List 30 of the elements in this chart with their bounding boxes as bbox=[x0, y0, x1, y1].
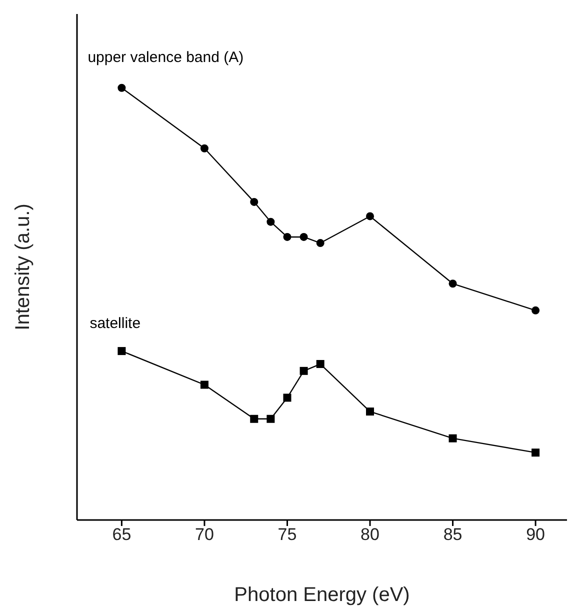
point bbox=[316, 239, 324, 248]
point bbox=[118, 84, 126, 92]
point bbox=[283, 394, 292, 402]
x-tick-label: 70 bbox=[195, 525, 214, 544]
y-axis-title: Intensity (a.u.) bbox=[12, 204, 34, 330]
text: upper valence band (A) bbox=[88, 48, 244, 66]
point bbox=[250, 414, 258, 423]
point bbox=[448, 280, 457, 288]
series-label: satellite bbox=[90, 315, 141, 332]
point bbox=[283, 232, 292, 241]
point bbox=[266, 414, 275, 423]
point bbox=[266, 218, 275, 226]
point bbox=[366, 212, 374, 220]
point bbox=[300, 366, 308, 375]
point bbox=[250, 198, 258, 206]
point bbox=[316, 360, 324, 368]
point bbox=[200, 380, 208, 389]
point bbox=[300, 232, 308, 241]
x-tick-label: 75 bbox=[278, 525, 297, 544]
x-tick-label: 90 bbox=[526, 525, 546, 544]
point bbox=[200, 144, 208, 152]
point bbox=[532, 306, 540, 314]
point bbox=[448, 434, 457, 442]
point bbox=[532, 448, 540, 457]
x-tick-label: 80 bbox=[360, 525, 380, 544]
x-tick-label: 85 bbox=[443, 525, 462, 544]
point bbox=[366, 408, 374, 416]
point bbox=[118, 347, 126, 356]
x-axis-title: Photon Energy (eV) bbox=[234, 584, 410, 606]
x-tick-label: 65 bbox=[112, 525, 132, 544]
